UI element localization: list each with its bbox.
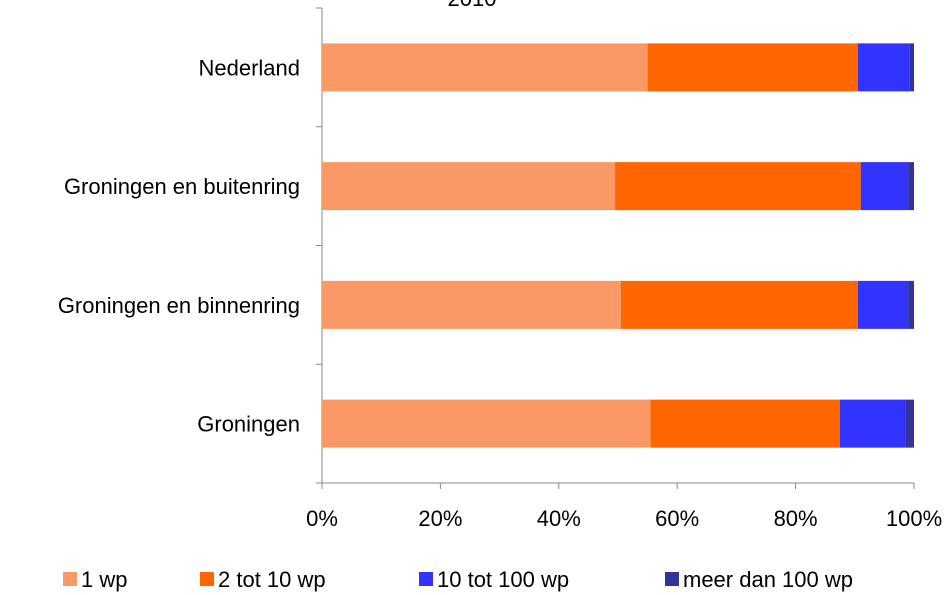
x-tick-label: 100% <box>886 506 942 531</box>
category-labels: Nederland Groningen en buitenring Groninge… <box>58 55 300 436</box>
x-tick-labels: 0% 20% 40% 60% 80% 100% <box>306 506 942 531</box>
legend-swatch <box>665 572 679 586</box>
bar-segment <box>647 43 858 92</box>
bar-segment <box>322 162 616 211</box>
x-tick-label: 40% <box>537 506 581 531</box>
category-label: Groningen <box>197 412 300 437</box>
legend-label: 10 tot 100 wp <box>437 567 569 592</box>
legend-label: meer dan 100 wp <box>683 567 853 592</box>
bar-segment <box>857 280 909 329</box>
x-tick-label: 60% <box>655 506 699 531</box>
bar-segment <box>857 43 910 92</box>
chart-title: 2010 <box>448 0 497 11</box>
bar-segment <box>909 43 914 92</box>
legend-swatch <box>419 572 433 586</box>
bar-segment <box>860 162 909 211</box>
bar-segment <box>908 280 914 329</box>
bar-segment <box>840 399 906 448</box>
legend: 1 wp 2 tot 10 wp 10 tot 100 wp meer dan 100… <box>63 567 853 592</box>
legend-label: 1 wp <box>81 567 127 592</box>
bars-layer <box>322 43 914 448</box>
legend-label: 2 tot 10 wp <box>218 567 326 592</box>
bar-segment <box>908 162 914 211</box>
x-tick-label: 80% <box>774 506 818 531</box>
bar-segment <box>650 399 840 448</box>
category-label: Groningen en binnenring <box>58 293 300 318</box>
bar-segment <box>322 280 621 329</box>
bar-segment <box>615 162 861 211</box>
legend-swatch <box>200 572 214 586</box>
bar-segment <box>905 399 914 448</box>
category-label: Nederland <box>198 55 300 80</box>
category-label: Groningen en buitenring <box>64 174 300 199</box>
legend-swatch <box>63 572 77 586</box>
bar-segment <box>322 43 648 92</box>
bar-segment <box>620 280 858 329</box>
x-tick-label: 0% <box>306 506 338 531</box>
x-tick-label: 20% <box>418 506 462 531</box>
bar-segment <box>322 399 651 448</box>
